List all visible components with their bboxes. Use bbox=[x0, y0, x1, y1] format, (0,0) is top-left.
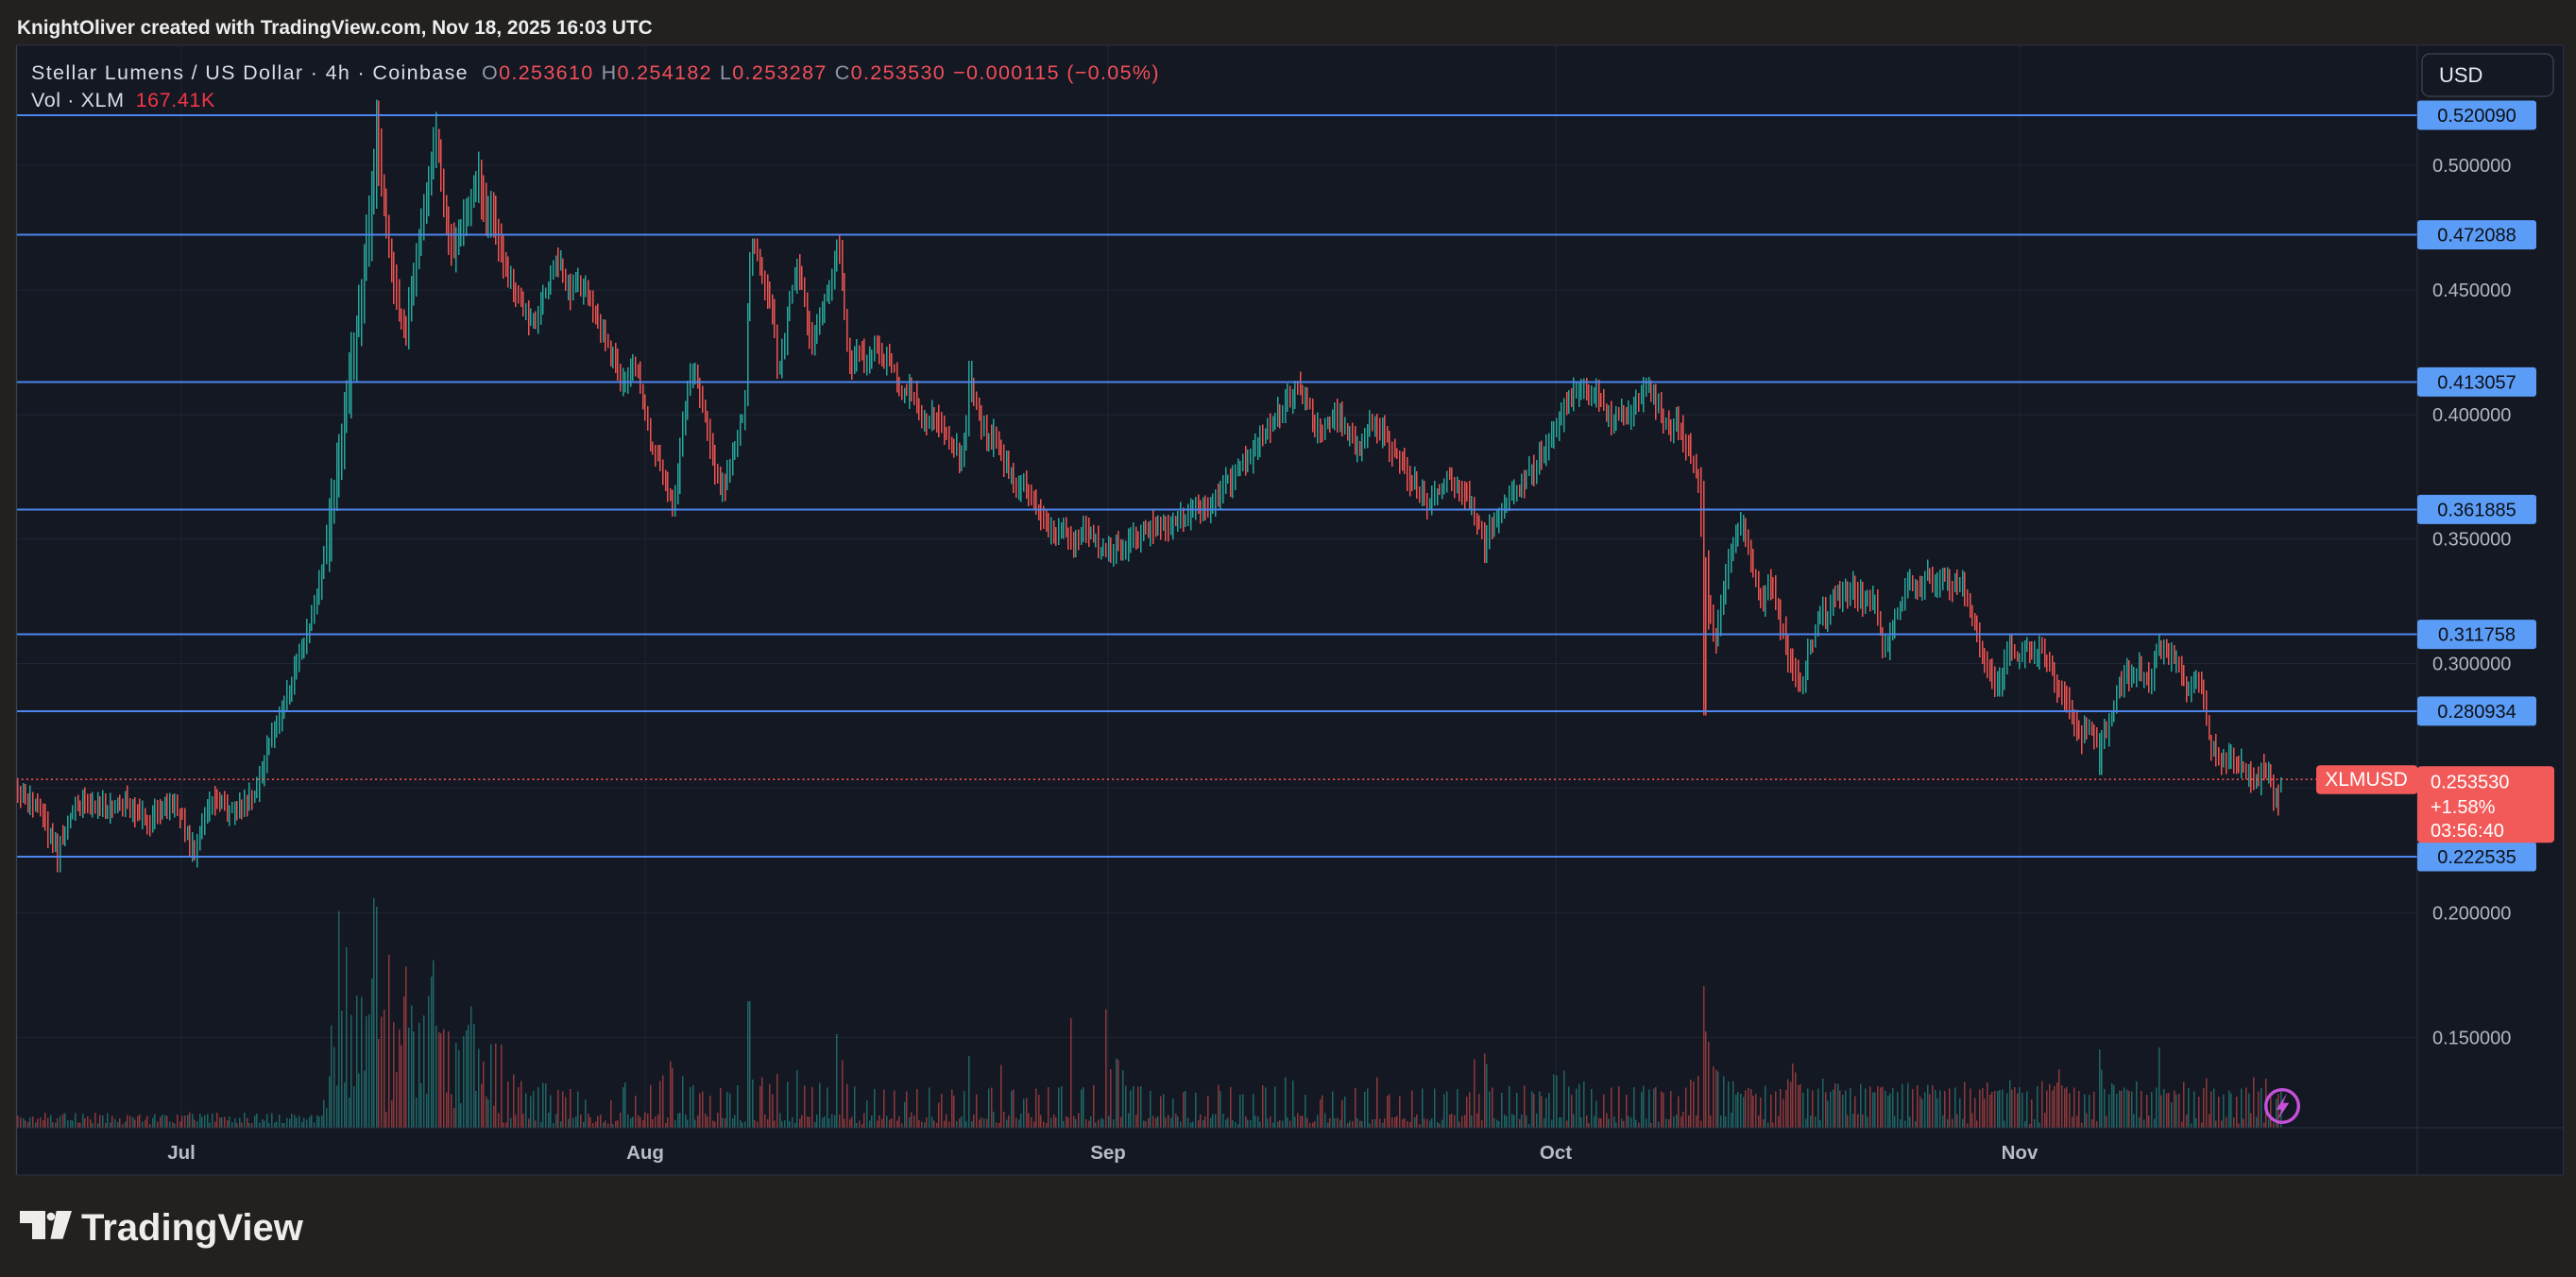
svg-text:0.472088: 0.472088 bbox=[2437, 226, 2516, 247]
svg-text:0.222535: 0.222535 bbox=[2437, 847, 2516, 868]
svg-text:0.350000: 0.350000 bbox=[2432, 530, 2511, 551]
svg-text:USD: USD bbox=[2439, 63, 2482, 87]
svg-text:0.400000: 0.400000 bbox=[2432, 405, 2511, 426]
svg-text:+1.58%: +1.58% bbox=[2431, 797, 2496, 818]
svg-text:0.520090: 0.520090 bbox=[2437, 106, 2516, 127]
svg-text:0.300000: 0.300000 bbox=[2432, 655, 2511, 675]
svg-text:Sep: Sep bbox=[1090, 1142, 1126, 1164]
svg-text:TradingView: TradingView bbox=[81, 1207, 304, 1249]
svg-text:Jul: Jul bbox=[167, 1142, 196, 1164]
svg-text:Oct: Oct bbox=[1540, 1142, 1572, 1164]
svg-text:0.450000: 0.450000 bbox=[2432, 281, 2511, 301]
svg-text:0.253530: 0.253530 bbox=[2431, 773, 2509, 793]
svg-text:03:56:40: 03:56:40 bbox=[2431, 821, 2504, 842]
svg-text:0.413057: 0.413057 bbox=[2437, 372, 2516, 393]
svg-text:Aug: Aug bbox=[626, 1142, 664, 1164]
svg-text:0.200000: 0.200000 bbox=[2432, 904, 2511, 925]
svg-text:Stellar Lumens / US Dollar · 4: Stellar Lumens / US Dollar · 4h · Coinba… bbox=[31, 61, 1160, 84]
svg-text:0.361885: 0.361885 bbox=[2437, 500, 2516, 520]
svg-text:0.280934: 0.280934 bbox=[2437, 702, 2516, 723]
svg-text:Nov: Nov bbox=[2002, 1142, 2039, 1164]
svg-text:0.150000: 0.150000 bbox=[2432, 1028, 2511, 1048]
svg-text:XLMUSD: XLMUSD bbox=[2325, 769, 2408, 791]
svg-text:0.311758: 0.311758 bbox=[2438, 625, 2516, 646]
svg-text:KnightOliver created with Trad: KnightOliver created with TradingView.co… bbox=[17, 17, 653, 39]
svg-text:0.500000: 0.500000 bbox=[2432, 156, 2511, 177]
